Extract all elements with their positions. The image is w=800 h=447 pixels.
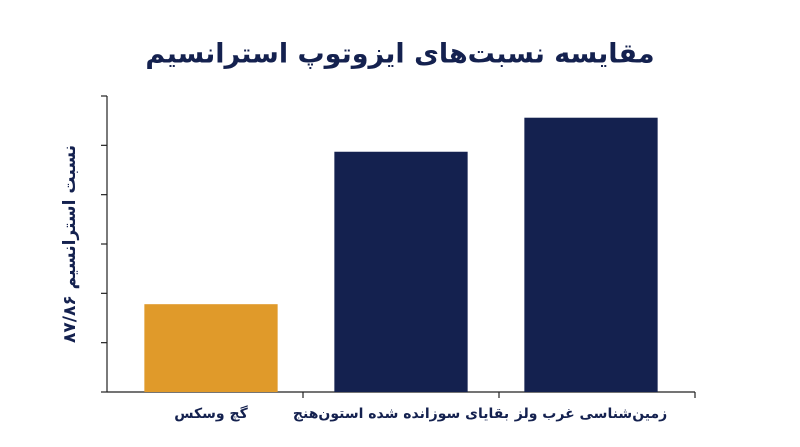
chart-title: مقایسه نسبت‌های ایزوتوپ استرانسیم: [145, 39, 654, 70]
bar: [144, 304, 278, 392]
bar: [334, 151, 468, 392]
y-axis-label: نسبت استرانسیم ۸۷/۸۶: [60, 145, 80, 343]
x-tick-label: بقایای سوزانده شده استون‌هنج: [293, 406, 509, 422]
x-tick-label: گچ وسکس: [174, 405, 248, 422]
bar: [524, 117, 658, 392]
x-tick-label: زمین‌شناسی غرب ولز: [514, 406, 667, 422]
